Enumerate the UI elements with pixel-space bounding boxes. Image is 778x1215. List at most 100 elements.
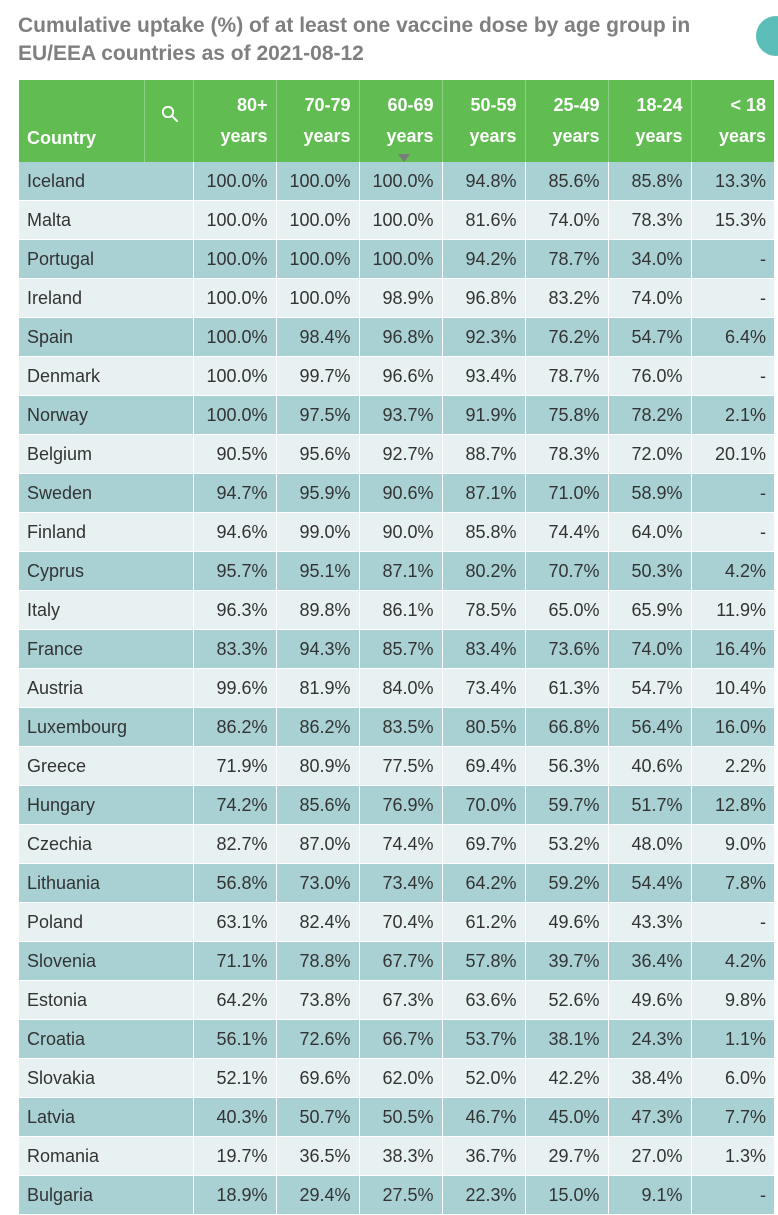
uptake-cell: 53.2% bbox=[525, 824, 609, 864]
uptake-cell: 100.0% bbox=[359, 239, 443, 279]
uptake-cell: 100.0% bbox=[276, 239, 360, 279]
uptake-cell: 94.8% bbox=[442, 162, 526, 201]
uptake-cell: 58.9% bbox=[608, 473, 692, 513]
country-cell: Sweden bbox=[19, 473, 194, 513]
uptake-cell: 29.4% bbox=[276, 1175, 360, 1215]
country-cell: Romania bbox=[19, 1136, 194, 1176]
uptake-cell: 12.8% bbox=[691, 785, 774, 825]
column-header-18-24[interactable]: 18-24 years bbox=[608, 80, 692, 162]
column-header-60-69[interactable]: 60-69 years bbox=[359, 80, 443, 162]
uptake-cell: 98.4% bbox=[276, 317, 360, 357]
column-header-unit: years bbox=[303, 126, 351, 146]
column-header-70-79[interactable]: 70-79 years bbox=[276, 80, 360, 162]
uptake-cell: 9.8% bbox=[691, 980, 774, 1020]
uptake-cell: 47.3% bbox=[608, 1097, 692, 1137]
search-button[interactable] bbox=[144, 80, 194, 162]
uptake-cell: 99.7% bbox=[276, 356, 360, 396]
uptake-cell: 24.3% bbox=[608, 1019, 692, 1059]
table-row: Sweden 94.7% 95.9% 90.6% 87.1% 71.0% 58.9% - bbox=[19, 473, 774, 513]
uptake-cell: 74.0% bbox=[608, 278, 692, 318]
country-cell: Portugal bbox=[19, 239, 194, 279]
uptake-cell: 52.6% bbox=[525, 980, 609, 1020]
uptake-cell: 36.4% bbox=[608, 941, 692, 981]
table-row: Spain 100.0% 98.4% 96.8% 92.3% 76.2% 54.7% 6.4% bbox=[19, 317, 774, 357]
uptake-cell: 59.7% bbox=[525, 785, 609, 825]
uptake-cell: 72.6% bbox=[276, 1019, 360, 1059]
uptake-cell: 52.0% bbox=[442, 1058, 526, 1098]
country-cell: Slovenia bbox=[19, 941, 194, 981]
uptake-cell: 16.0% bbox=[691, 707, 774, 747]
table-row: Cyprus 95.7% 95.1% 87.1% 80.2% 70.7% 50.3% 4.2% bbox=[19, 551, 774, 591]
uptake-cell: 61.3% bbox=[525, 668, 609, 708]
uptake-cell: 72.0% bbox=[608, 434, 692, 474]
uptake-cell: 71.1% bbox=[193, 941, 277, 981]
table-row: Denmark 100.0% 99.7% 96.6% 93.4% 78.7% 76.0% - bbox=[19, 356, 774, 396]
table-row: Slovenia 71.1% 78.8% 67.7% 57.8% 39.7% 36.4% 4.… bbox=[19, 941, 774, 981]
uptake-cell: 100.0% bbox=[276, 162, 360, 201]
uptake-cell: 67.3% bbox=[359, 980, 443, 1020]
column-header-unit: years bbox=[469, 126, 517, 146]
uptake-cell: 83.2% bbox=[525, 278, 609, 318]
uptake-cell: 76.9% bbox=[359, 785, 443, 825]
uptake-cell: 86.1% bbox=[359, 590, 443, 630]
uptake-cell: 54.7% bbox=[608, 668, 692, 708]
uptake-cell: 36.5% bbox=[276, 1136, 360, 1176]
uptake-cell: 65.9% bbox=[608, 590, 692, 630]
column-header-country[interactable]: Country bbox=[19, 80, 145, 162]
uptake-cell: 85.8% bbox=[608, 162, 692, 201]
country-cell: France bbox=[19, 629, 194, 669]
uptake-cell: 77.5% bbox=[359, 746, 443, 786]
uptake-cell: 70.7% bbox=[525, 551, 609, 591]
uptake-cell: 83.5% bbox=[359, 707, 443, 747]
uptake-cell: 48.0% bbox=[608, 824, 692, 864]
table-row: Slovakia 52.1% 69.6% 62.0% 52.0% 42.2% 38.4% 6.… bbox=[19, 1058, 774, 1098]
column-header-80-plus[interactable]: 80+ years bbox=[193, 80, 277, 162]
column-header-25-49[interactable]: 25-49 years bbox=[525, 80, 609, 162]
uptake-cell: 50.7% bbox=[276, 1097, 360, 1137]
uptake-cell: 6.0% bbox=[691, 1058, 774, 1098]
uptake-cell: 100.0% bbox=[193, 395, 277, 435]
uptake-cell: 54.4% bbox=[608, 863, 692, 903]
uptake-cell: 7.7% bbox=[691, 1097, 774, 1137]
uptake-cell: 83.3% bbox=[193, 629, 277, 669]
country-cell: Italy bbox=[19, 590, 194, 630]
column-header-label: 50-59 bbox=[470, 95, 517, 115]
uptake-cell: 71.9% bbox=[193, 746, 277, 786]
table-row: Latvia 40.3% 50.7% 50.5% 46.7% 45.0% 47.3% 7.7% bbox=[19, 1097, 774, 1137]
column-header-50-59[interactable]: 50-59 years bbox=[442, 80, 526, 162]
country-cell: Lithuania bbox=[19, 863, 194, 903]
country-cell: Malta bbox=[19, 200, 194, 240]
uptake-cell: 56.8% bbox=[193, 863, 277, 903]
column-header-under-18[interactable]: < 18 years bbox=[691, 80, 774, 162]
uptake-cell: 81.9% bbox=[276, 668, 360, 708]
uptake-cell: 78.2% bbox=[608, 395, 692, 435]
uptake-cell: - bbox=[691, 902, 774, 942]
uptake-cell: 73.4% bbox=[359, 863, 443, 903]
uptake-cell: 86.2% bbox=[193, 707, 277, 747]
header-row: Country 80+ years 70-79 years 60-69 years 5… bbox=[19, 80, 774, 162]
uptake-cell: 85.7% bbox=[359, 629, 443, 669]
uptake-cell: 53.7% bbox=[442, 1019, 526, 1059]
uptake-cell: 93.7% bbox=[359, 395, 443, 435]
uptake-cell: 100.0% bbox=[193, 239, 277, 279]
country-cell: Denmark bbox=[19, 356, 194, 396]
uptake-cell: 50.3% bbox=[608, 551, 692, 591]
uptake-cell: 80.5% bbox=[442, 707, 526, 747]
uptake-cell: 56.1% bbox=[193, 1019, 277, 1059]
table-row: Poland 63.1% 82.4% 70.4% 61.2% 49.6% 43.3% - bbox=[19, 902, 774, 942]
uptake-cell: 74.4% bbox=[359, 824, 443, 864]
uptake-cell: 43.3% bbox=[608, 902, 692, 942]
uptake-cell: 85.8% bbox=[442, 512, 526, 552]
uptake-cell: 96.3% bbox=[193, 590, 277, 630]
uptake-cell: 89.8% bbox=[276, 590, 360, 630]
uptake-cell: 52.1% bbox=[193, 1058, 277, 1098]
table-row: Finland 94.6% 99.0% 90.0% 85.8% 74.4% 64.0% - bbox=[19, 512, 774, 552]
uptake-cell: 69.6% bbox=[276, 1058, 360, 1098]
uptake-cell: 9.1% bbox=[608, 1175, 692, 1215]
uptake-cell: 94.2% bbox=[442, 239, 526, 279]
column-header-label: 60-69 bbox=[387, 95, 434, 115]
search-icon bbox=[161, 105, 178, 122]
uptake-cell: 76.2% bbox=[525, 317, 609, 357]
uptake-cell: 75.8% bbox=[525, 395, 609, 435]
table-row: Portugal 100.0% 100.0% 100.0% 94.2% 78.7% 34.0… bbox=[19, 239, 774, 279]
